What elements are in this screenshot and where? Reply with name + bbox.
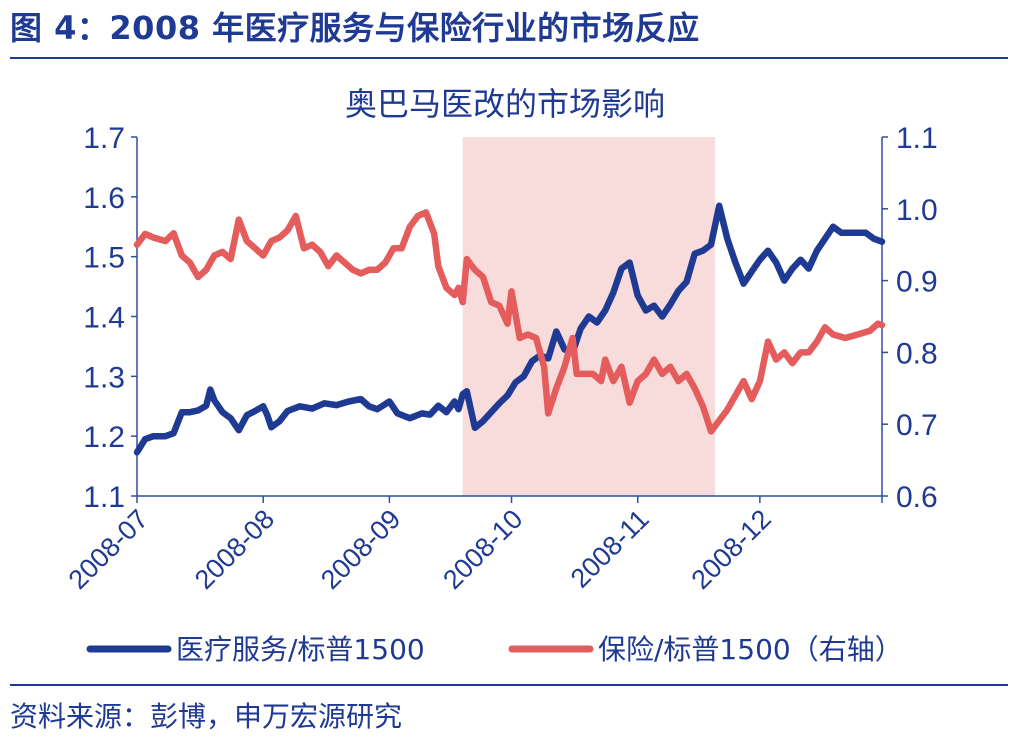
series-layer xyxy=(133,202,886,456)
x-tick-label: 2008-12 xyxy=(686,504,777,595)
x-tick-label: 2008-08 xyxy=(189,504,280,595)
left-tick-label: 1.5 xyxy=(83,242,125,275)
left-tick-label: 1.3 xyxy=(83,361,125,394)
left-tick-label: 1.4 xyxy=(83,302,125,335)
series-line-healthcare xyxy=(133,202,886,456)
left-tick-label: 1.1 xyxy=(83,481,125,514)
left-tick-label: 1.2 xyxy=(83,421,125,454)
x-tick-label: 2008-11 xyxy=(565,504,655,594)
axes xyxy=(131,136,888,503)
right-tick-label: 0.8 xyxy=(896,337,938,370)
right-tick-label: 1.1 xyxy=(896,122,938,155)
legend: 医疗服务/标普1500 保险/标普1500（右轴） xyxy=(86,633,903,666)
x-tick-label: 2008-07 xyxy=(63,504,154,595)
right-tick-label: 1.0 xyxy=(896,194,938,227)
chart-title: 奥巴马医改的市场影响 xyxy=(345,85,665,123)
x-tick-label: 2008-09 xyxy=(315,504,406,595)
legend-label-insurance: 保险/标普1500（右轴） xyxy=(598,633,903,666)
left-tick-label: 1.6 xyxy=(83,182,125,215)
title-rule xyxy=(10,57,1008,59)
legend-label-healthcare: 医疗服务/标普1500 xyxy=(176,633,425,666)
source-note: 资料来源：彭博，申万宏源研究 xyxy=(10,700,403,733)
right-tick-label: 0.7 xyxy=(896,409,938,442)
right-tick-label: 0.9 xyxy=(896,266,938,299)
x-tick-label: 2008-10 xyxy=(437,504,528,595)
right-tick-label: 0.6 xyxy=(896,481,938,514)
figure-title: 图 4：2008 年医疗服务与保险行业的市场反应 xyxy=(10,9,700,47)
left-tick-label: 1.7 xyxy=(83,122,125,155)
source-rule xyxy=(10,684,1008,686)
series-line-insurance xyxy=(133,209,886,435)
